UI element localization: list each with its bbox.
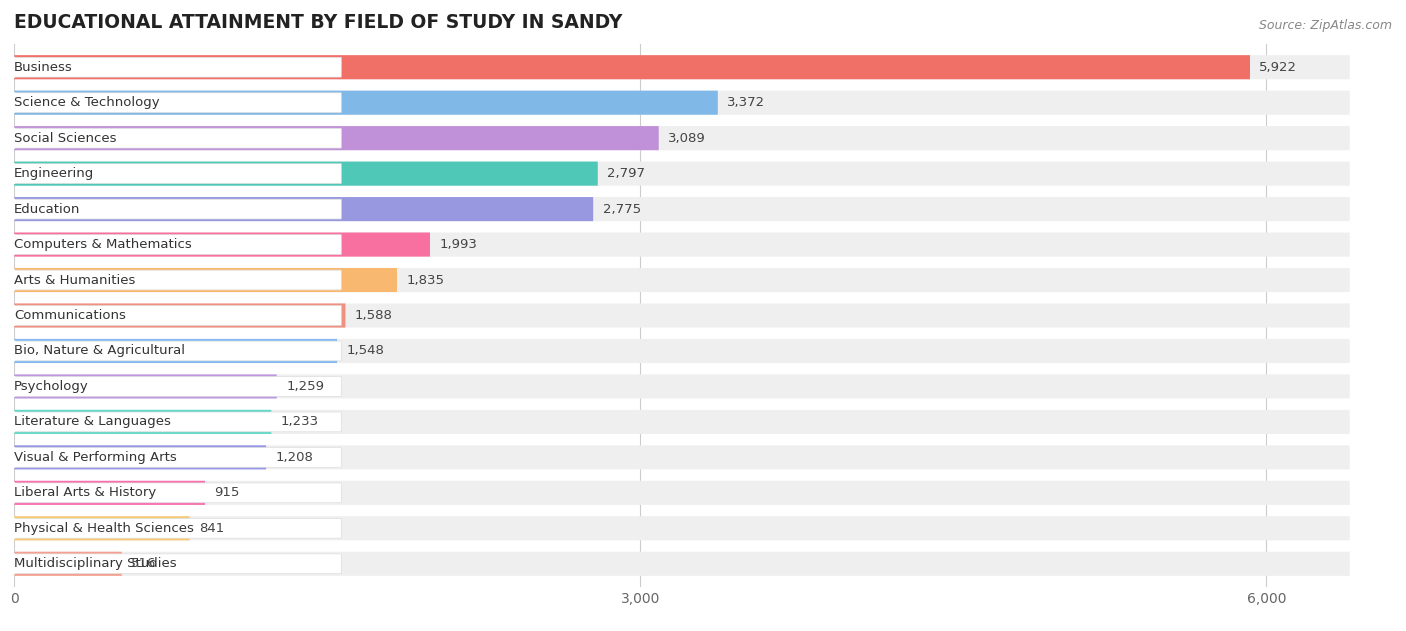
Text: Computers & Mathematics: Computers & Mathematics — [14, 238, 191, 251]
FancyBboxPatch shape — [14, 55, 1250, 80]
FancyBboxPatch shape — [14, 341, 342, 361]
Text: Visual & Performing Arts: Visual & Performing Arts — [14, 451, 177, 464]
FancyBboxPatch shape — [14, 197, 593, 221]
FancyBboxPatch shape — [14, 374, 277, 399]
FancyBboxPatch shape — [14, 377, 342, 396]
FancyBboxPatch shape — [14, 91, 1350, 115]
FancyBboxPatch shape — [14, 554, 342, 574]
FancyBboxPatch shape — [14, 57, 342, 77]
FancyBboxPatch shape — [14, 516, 190, 540]
Text: EDUCATIONAL ATTAINMENT BY FIELD OF STUDY IN SANDY: EDUCATIONAL ATTAINMENT BY FIELD OF STUDY… — [14, 13, 623, 32]
FancyBboxPatch shape — [14, 93, 342, 112]
FancyBboxPatch shape — [14, 410, 1350, 434]
FancyBboxPatch shape — [14, 199, 342, 219]
FancyBboxPatch shape — [14, 304, 346, 327]
FancyBboxPatch shape — [14, 304, 1350, 327]
Text: 841: 841 — [198, 522, 224, 535]
FancyBboxPatch shape — [14, 551, 1350, 576]
FancyBboxPatch shape — [14, 162, 1350, 186]
FancyBboxPatch shape — [14, 551, 122, 576]
FancyBboxPatch shape — [14, 305, 342, 326]
FancyBboxPatch shape — [14, 374, 1350, 399]
Text: Education: Education — [14, 203, 80, 216]
FancyBboxPatch shape — [14, 483, 342, 503]
Text: Literature & Languages: Literature & Languages — [14, 415, 172, 428]
FancyBboxPatch shape — [14, 516, 1350, 540]
Text: Communications: Communications — [14, 309, 127, 322]
FancyBboxPatch shape — [14, 268, 396, 292]
FancyBboxPatch shape — [14, 270, 342, 290]
FancyBboxPatch shape — [14, 232, 1350, 257]
FancyBboxPatch shape — [14, 163, 342, 184]
Text: 516: 516 — [131, 557, 156, 570]
Text: 2,797: 2,797 — [607, 167, 645, 180]
Text: Liberal Arts & History: Liberal Arts & History — [14, 487, 156, 499]
Text: 1,548: 1,548 — [346, 345, 384, 358]
Text: Source: ZipAtlas.com: Source: ZipAtlas.com — [1258, 19, 1392, 32]
Text: 3,089: 3,089 — [668, 132, 706, 144]
FancyBboxPatch shape — [14, 128, 342, 148]
Text: 1,588: 1,588 — [354, 309, 392, 322]
FancyBboxPatch shape — [14, 339, 1350, 363]
FancyBboxPatch shape — [14, 162, 598, 186]
FancyBboxPatch shape — [14, 447, 342, 468]
FancyBboxPatch shape — [14, 412, 342, 432]
FancyBboxPatch shape — [14, 339, 337, 363]
Text: 1,259: 1,259 — [287, 380, 325, 393]
Text: 915: 915 — [214, 487, 240, 499]
Text: Science & Technology: Science & Technology — [14, 96, 160, 109]
Text: Social Sciences: Social Sciences — [14, 132, 117, 144]
FancyBboxPatch shape — [14, 126, 659, 150]
Text: Business: Business — [14, 61, 73, 74]
FancyBboxPatch shape — [14, 91, 718, 115]
FancyBboxPatch shape — [14, 126, 1350, 150]
FancyBboxPatch shape — [14, 232, 430, 257]
Text: Bio, Nature & Agricultural: Bio, Nature & Agricultural — [14, 345, 186, 358]
Text: Physical & Health Sciences: Physical & Health Sciences — [14, 522, 194, 535]
FancyBboxPatch shape — [14, 519, 342, 538]
FancyBboxPatch shape — [14, 481, 205, 505]
FancyBboxPatch shape — [14, 445, 266, 469]
FancyBboxPatch shape — [14, 268, 1350, 292]
Text: 3,372: 3,372 — [727, 96, 765, 109]
Text: 5,922: 5,922 — [1260, 61, 1298, 74]
Text: 1,208: 1,208 — [276, 451, 314, 464]
Text: Engineering: Engineering — [14, 167, 94, 180]
FancyBboxPatch shape — [14, 410, 271, 434]
FancyBboxPatch shape — [14, 445, 1350, 469]
Text: Psychology: Psychology — [14, 380, 89, 393]
FancyBboxPatch shape — [14, 481, 1350, 505]
Text: 1,993: 1,993 — [439, 238, 477, 251]
Text: 1,233: 1,233 — [281, 415, 319, 428]
Text: 2,775: 2,775 — [603, 203, 641, 216]
Text: Multidisciplinary Studies: Multidisciplinary Studies — [14, 557, 177, 570]
FancyBboxPatch shape — [14, 235, 342, 254]
FancyBboxPatch shape — [14, 55, 1350, 80]
FancyBboxPatch shape — [14, 197, 1350, 221]
Text: 1,835: 1,835 — [406, 273, 444, 286]
Text: Arts & Humanities: Arts & Humanities — [14, 273, 135, 286]
